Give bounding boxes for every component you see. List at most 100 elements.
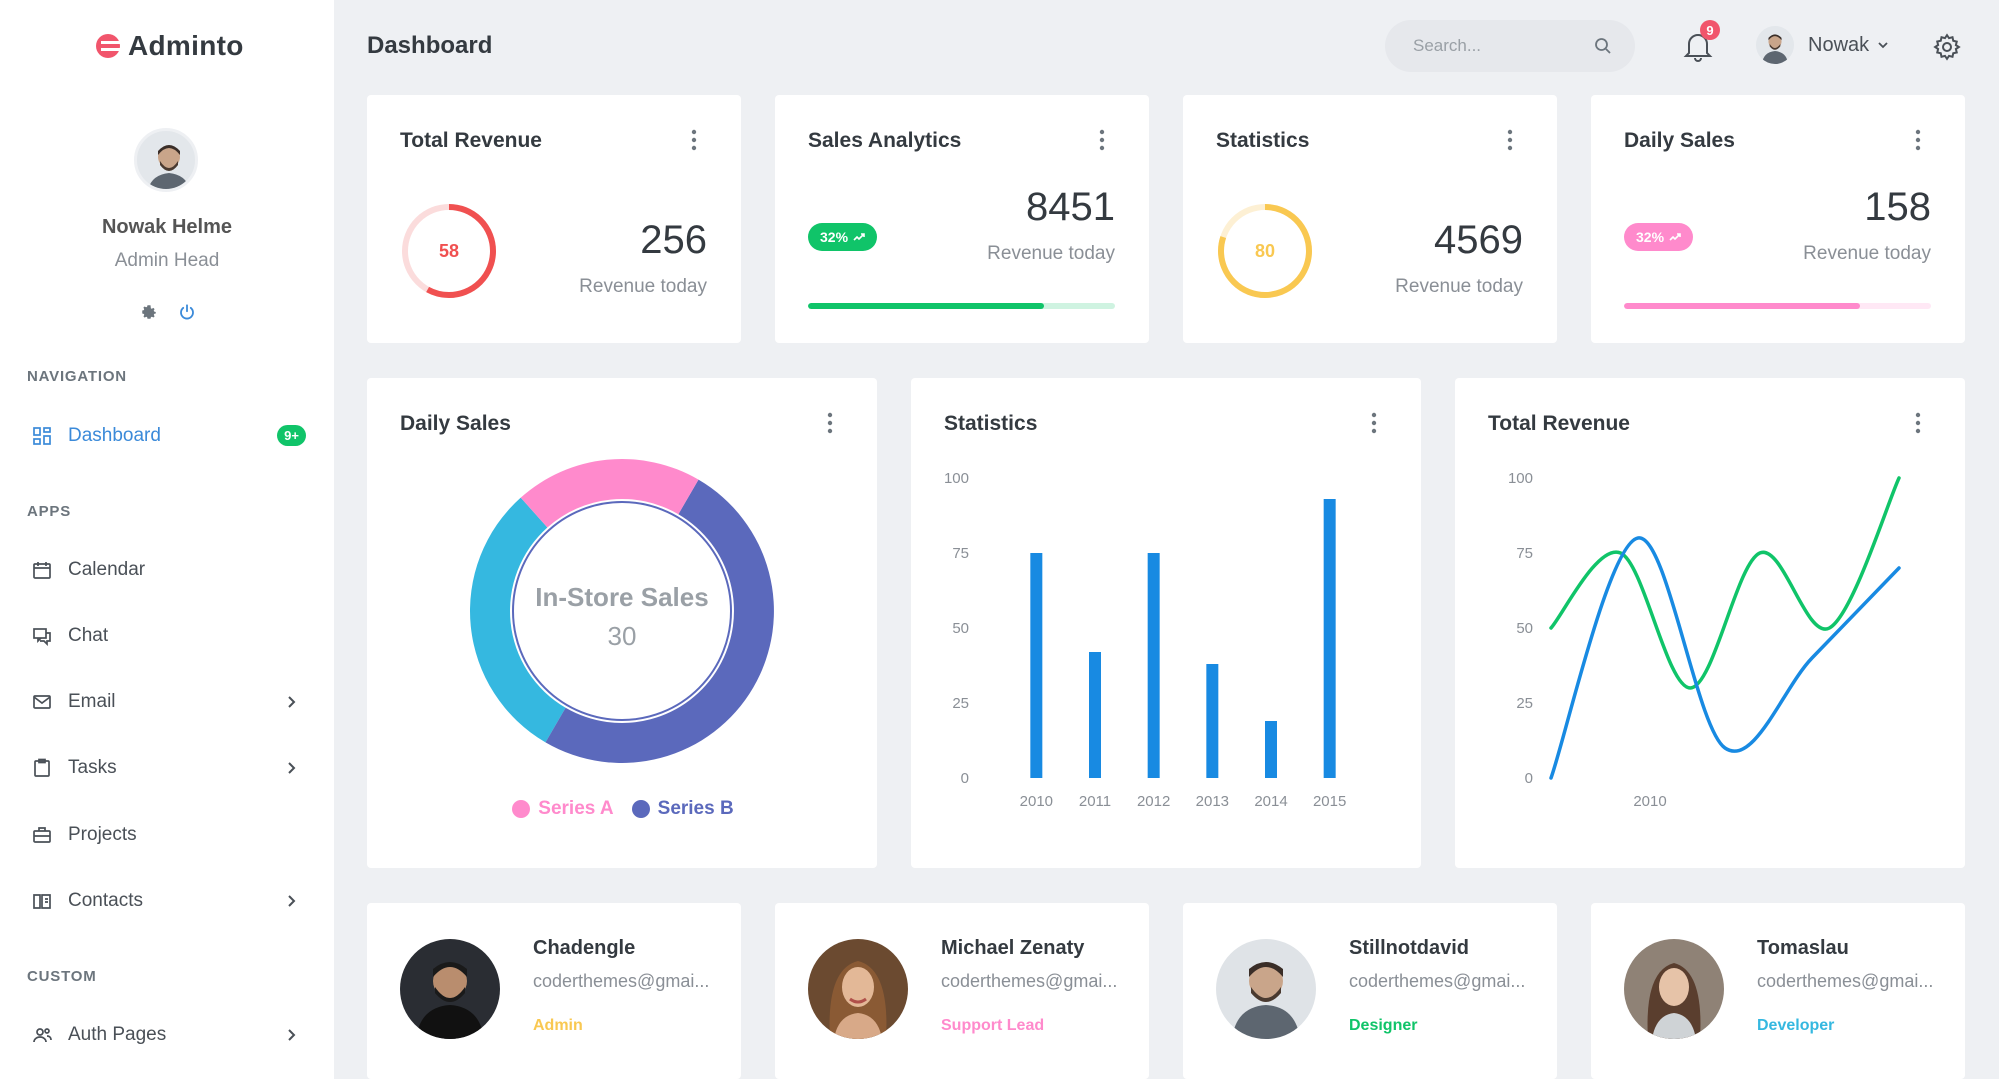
sidebar-item-calendar[interactable]: Calendar	[0, 548, 334, 592]
user-avatar[interactable]	[808, 939, 908, 1039]
bar-2011[interactable]	[1089, 652, 1101, 778]
more-vertical-icon[interactable]	[1915, 412, 1921, 434]
bar-2015[interactable]	[1323, 499, 1336, 778]
bar-2014[interactable]	[1265, 721, 1277, 778]
x-tick-label: 2010	[1633, 793, 1666, 810]
search-input[interactable]	[1413, 36, 1583, 56]
sidebar-item-label: Tasks	[68, 757, 117, 778]
line-series-2[interactable]	[1549, 536, 1901, 780]
card-title: Sales Analytics	[808, 129, 962, 152]
sidebar-item-label: Auth Pages	[68, 1024, 167, 1045]
x-tick-label: 2015	[1313, 793, 1346, 810]
menu-title-navigation: NAVIGATION	[27, 368, 127, 385]
y-tick-label: 75	[952, 545, 969, 562]
sidebar-item-email[interactable]: Email	[0, 680, 334, 724]
settings-icon[interactable]	[140, 303, 158, 321]
user-email: coderthemes@gmai...	[1349, 971, 1526, 991]
stat-value: 4569	[1434, 218, 1523, 262]
sidebar-item-label: Email	[68, 691, 116, 712]
line-chart: 0 25 50 75 100 2010	[1508, 470, 1901, 810]
user-card[interactable]: Michael Zenaty coderthemes@gmai... Suppo…	[775, 903, 1149, 1079]
gear-icon[interactable]	[1932, 32, 1962, 62]
sidebar-item-contacts[interactable]: Contacts	[0, 879, 334, 923]
sidebar-item-auth-pages[interactable]: Auth Pages	[0, 1013, 334, 1057]
stat-value: 256	[640, 218, 707, 262]
y-tick-label: 100	[1508, 470, 1533, 487]
card-title: Daily Sales	[400, 412, 511, 435]
search-box[interactable]	[1385, 20, 1635, 72]
chart-card-total-revenue: Total Revenue 0 25 50 75 100 2010	[1455, 378, 1965, 868]
more-vertical-icon[interactable]	[691, 129, 697, 151]
user-email: coderthemes@gmai...	[533, 971, 710, 991]
x-tick-label: 2012	[1137, 793, 1170, 810]
y-tick-label: 100	[944, 470, 969, 487]
y-tick-label: 50	[952, 620, 969, 637]
card-title: Statistics	[944, 412, 1038, 435]
calendar-icon	[32, 560, 52, 580]
user-card[interactable]: Chadengle coderthemes@gmai... Admin	[367, 903, 741, 1079]
line-series-1[interactable]	[1549, 476, 1901, 690]
logo-icon	[96, 34, 120, 58]
more-vertical-icon[interactable]	[827, 412, 833, 434]
trend-badge: 32%	[808, 223, 878, 251]
more-vertical-icon[interactable]	[1371, 412, 1377, 434]
chevron-right-icon	[284, 693, 298, 708]
sidebar-item-tasks[interactable]: Tasks	[0, 746, 334, 790]
stat-card-statistics: Statistics 80 4569 Revenue today	[1183, 95, 1557, 343]
chevron-right-icon	[284, 892, 298, 907]
user-role: Designer	[1349, 1017, 1418, 1034]
user-menu[interactable]: Nowak	[1808, 34, 1889, 57]
trending-up-icon	[1669, 233, 1681, 241]
sidebar-item-chat[interactable]: Chat	[0, 614, 334, 658]
user-name[interactable]: Chadengle	[533, 937, 636, 959]
user-card[interactable]: Stillnotdavid coderthemes@gmai... Design…	[1183, 903, 1557, 1079]
sidebar-item-label: Dashboard	[68, 425, 161, 446]
user-name[interactable]: Stillnotdavid	[1349, 937, 1469, 959]
profile-avatar[interactable]	[134, 128, 198, 192]
user-avatar[interactable]	[400, 939, 500, 1039]
search-icon[interactable]	[1593, 36, 1613, 56]
stat-value: 158	[1864, 185, 1931, 229]
stat-caption: Revenue today	[987, 243, 1115, 264]
legend-item-series-a[interactable]: Series A	[512, 798, 614, 820]
donut-chart: In-Store Sales 30	[470, 459, 774, 763]
dashboard-badge: 9+	[277, 425, 306, 446]
user-avatar[interactable]	[1624, 939, 1724, 1039]
brand-logo[interactable]: Adminto	[96, 30, 244, 62]
donut-center-label: In-Store Sales	[535, 582, 708, 612]
mail-icon	[32, 692, 52, 712]
bar-2010[interactable]	[1030, 553, 1043, 778]
more-vertical-icon[interactable]	[1099, 129, 1105, 151]
sidebar-item-dashboard[interactable]: Dashboard 9+	[0, 414, 334, 458]
sidebar-item-projects[interactable]: Projects	[0, 813, 334, 857]
stat-card-sales-analytics: Sales Analytics 32% 8451 Revenue today	[775, 95, 1149, 343]
gauge-chart: 80	[1218, 204, 1312, 298]
donut-slice-series-a[interactable]	[520, 459, 699, 528]
profile-name[interactable]: Nowak Helme	[101, 216, 233, 238]
user-card[interactable]: Tomaslau coderthemes@gmai... Developer	[1591, 903, 1965, 1079]
profile-actions	[140, 303, 196, 321]
y-tick-label: 25	[1516, 695, 1533, 712]
user-name[interactable]: Tomaslau	[1757, 937, 1849, 959]
power-icon[interactable]	[178, 303, 196, 321]
user-avatar[interactable]	[1216, 939, 1316, 1039]
sidebar-item-label: Chat	[68, 625, 109, 646]
card-title: Statistics	[1216, 129, 1310, 152]
legend-item-series-b[interactable]: Series B	[631, 798, 734, 820]
gauge-arc	[1218, 204, 1312, 298]
more-vertical-icon[interactable]	[1915, 129, 1921, 151]
card-title: Daily Sales	[1624, 129, 1735, 152]
user-avatar[interactable]	[1756, 26, 1794, 64]
sidebar: Adminto Nowak Helme Admin Head NAVIGATIO…	[0, 0, 334, 1079]
user-name[interactable]: Michael Zenaty	[941, 937, 1085, 959]
bar-2013[interactable]	[1206, 664, 1219, 778]
donut-slice-series-b[interactable]	[545, 479, 774, 763]
stat-caption: Revenue today	[1395, 276, 1523, 297]
gauge-value: 80	[1255, 241, 1275, 261]
gauge-chart: 58	[402, 204, 496, 298]
x-tick-label: 2014	[1254, 793, 1287, 810]
more-vertical-icon[interactable]	[1507, 129, 1513, 151]
donut-slice-series-c[interactable]	[470, 497, 566, 743]
bar-2012[interactable]	[1147, 553, 1160, 778]
card-title: Total Revenue	[400, 129, 542, 152]
